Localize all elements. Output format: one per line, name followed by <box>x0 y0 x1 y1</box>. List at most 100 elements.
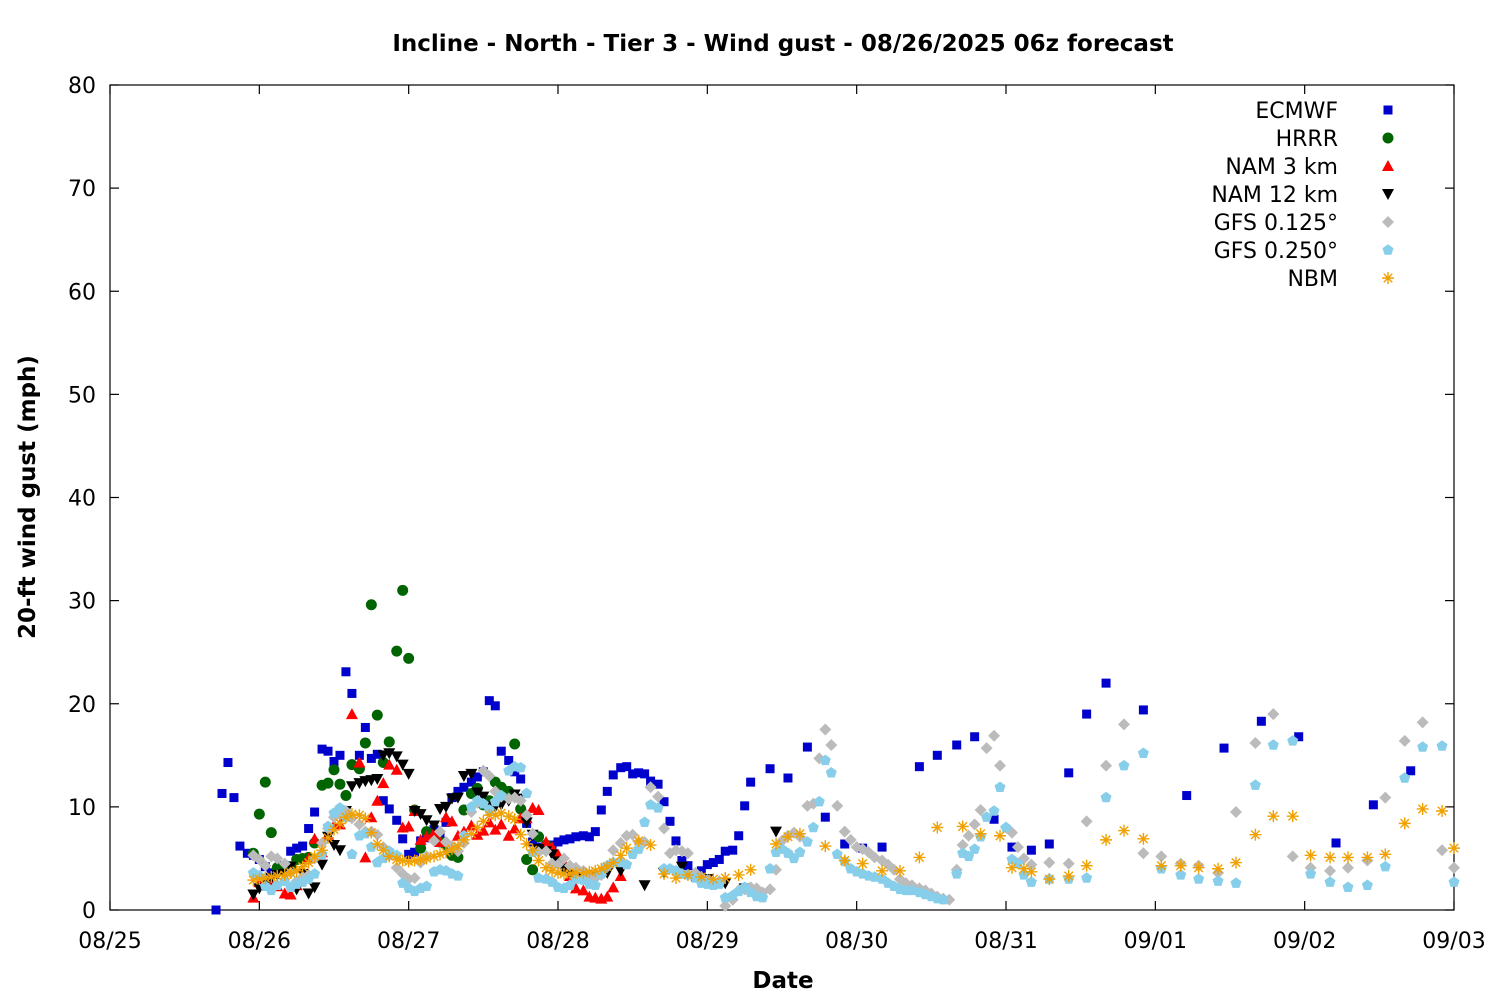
data-point <box>1229 806 1242 819</box>
data-point <box>577 866 590 879</box>
data-point <box>489 809 502 822</box>
data-point <box>302 856 315 869</box>
data-point <box>390 853 403 866</box>
data-point <box>794 846 806 857</box>
legend-entry-label: NAM 12 km <box>1211 183 1338 208</box>
data-point <box>298 841 308 851</box>
data-point <box>1398 817 1411 830</box>
data-point <box>807 821 819 833</box>
data-point <box>669 872 682 885</box>
data-point <box>1137 832 1150 845</box>
data-point <box>253 873 266 886</box>
data-point <box>589 864 602 877</box>
y-tick-label: 70 <box>68 177 96 202</box>
data-point <box>471 821 484 834</box>
legend-entry-marker <box>1382 272 1394 284</box>
data-point <box>353 809 366 822</box>
data-point <box>956 820 969 833</box>
data-point <box>278 857 291 870</box>
data-point <box>1331 838 1341 848</box>
data-point <box>359 851 372 863</box>
y-tick-label: 0 <box>82 899 96 924</box>
legend-entry-marker <box>1382 160 1394 171</box>
data-point <box>477 797 489 809</box>
data-point <box>893 864 906 877</box>
data-point <box>528 837 538 847</box>
x-tick-label: 08/31 <box>974 929 1037 954</box>
data-point <box>484 696 494 706</box>
data-point <box>383 758 396 770</box>
legend-entry-marker <box>1383 105 1393 115</box>
data-point <box>322 820 334 832</box>
x-tick-label: 09/03 <box>1422 929 1485 954</box>
data-point <box>764 862 776 874</box>
data-point <box>1100 791 1112 803</box>
data-point <box>757 891 769 903</box>
data-point <box>553 837 563 847</box>
x-tick-label: 08/28 <box>526 929 589 954</box>
data-point <box>259 872 272 885</box>
data-point <box>740 801 750 811</box>
data-point <box>825 767 837 778</box>
data-point <box>353 756 366 768</box>
data-point <box>962 829 975 842</box>
data-point <box>1379 848 1392 861</box>
data-point <box>390 751 403 763</box>
data-point <box>508 813 521 826</box>
data-point <box>440 801 452 813</box>
data-point <box>410 847 420 857</box>
data-point <box>1081 872 1093 883</box>
data-point <box>1017 862 1030 875</box>
series-gfs-0-125- <box>247 708 1460 912</box>
y-tick-label: 40 <box>68 487 96 512</box>
data-point <box>1287 735 1299 746</box>
data-point <box>520 809 533 822</box>
data-point <box>988 805 1000 816</box>
data-point <box>602 786 612 796</box>
data-point <box>1256 716 1266 726</box>
data-point <box>345 808 358 821</box>
data-point <box>308 832 321 844</box>
data-point <box>415 842 427 854</box>
data-point <box>1294 732 1304 742</box>
data-point <box>296 860 309 873</box>
data-point <box>607 881 620 893</box>
data-point <box>271 879 283 890</box>
data-point <box>952 740 962 750</box>
data-point <box>1155 850 1168 863</box>
data-point <box>428 834 441 847</box>
data-point <box>1398 734 1411 747</box>
data-point <box>328 764 340 776</box>
data-point <box>1174 859 1187 872</box>
data-point <box>653 779 663 789</box>
data-point <box>396 854 409 867</box>
legend-entry-marker <box>1382 216 1394 228</box>
data-point <box>532 854 545 867</box>
data-point <box>1305 868 1317 879</box>
legend-entry-label: NBM <box>1287 267 1338 292</box>
data-point <box>1436 805 1449 817</box>
data-point <box>569 866 582 879</box>
data-point <box>813 795 825 807</box>
legend-entry-label: GFS 0.125° <box>1214 211 1338 236</box>
data-point <box>302 888 315 900</box>
data-point <box>1137 847 1150 860</box>
data-point <box>452 851 464 863</box>
x-tick-label: 08/30 <box>825 929 888 954</box>
data-point <box>614 849 627 862</box>
data-point <box>638 880 651 892</box>
data-series <box>211 584 1460 915</box>
data-point <box>308 850 321 863</box>
data-point <box>838 854 851 867</box>
data-point <box>402 768 415 780</box>
data-point <box>1361 879 1373 890</box>
data-point <box>819 723 832 736</box>
data-point <box>546 864 559 877</box>
data-point <box>658 867 671 880</box>
data-point <box>360 722 370 732</box>
data-point <box>1138 705 1148 715</box>
data-point <box>980 742 993 755</box>
data-point <box>527 864 539 876</box>
data-point <box>1044 839 1054 849</box>
data-point <box>1436 740 1448 751</box>
